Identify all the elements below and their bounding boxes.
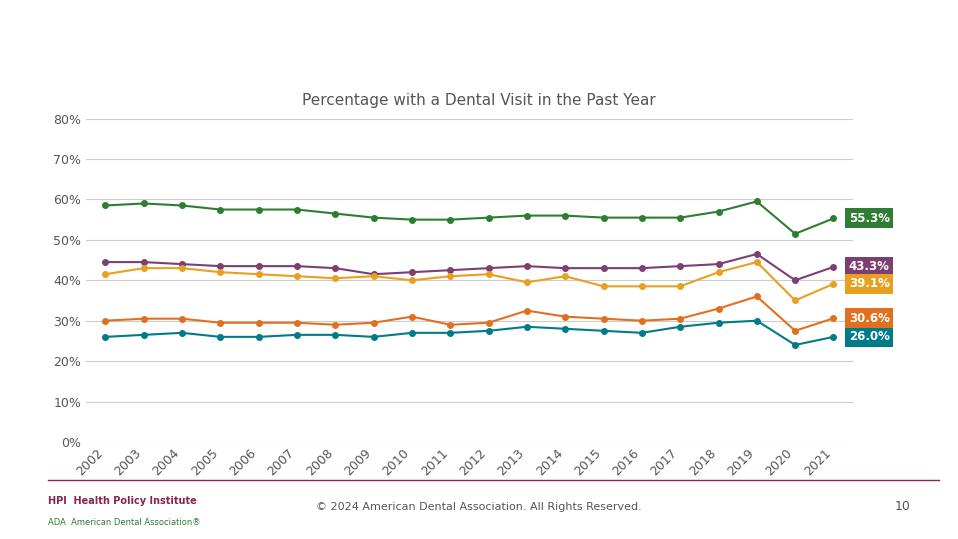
- Text: 55.3%: 55.3%: [849, 212, 890, 225]
- Text: 26.0%: 26.0%: [849, 330, 890, 343]
- Text: Dental Care Use by Income Level: Dental Care Use by Income Level: [29, 30, 750, 67]
- Text: HPI  Health Policy Institute: HPI Health Policy Institute: [48, 496, 196, 506]
- Text: 39.1%: 39.1%: [849, 278, 890, 291]
- Text: © 2024 American Dental Association. All Rights Reserved.: © 2024 American Dental Association. All …: [316, 502, 642, 512]
- Text: Percentage with a Dental Visit in the Past Year: Percentage with a Dental Visit in the Pa…: [302, 93, 656, 108]
- Text: 10: 10: [894, 500, 910, 513]
- Text: 30.6%: 30.6%: [849, 312, 890, 325]
- Text: 43.3%: 43.3%: [849, 260, 890, 273]
- Text: ADA  American Dental Association®: ADA American Dental Association®: [48, 519, 200, 527]
